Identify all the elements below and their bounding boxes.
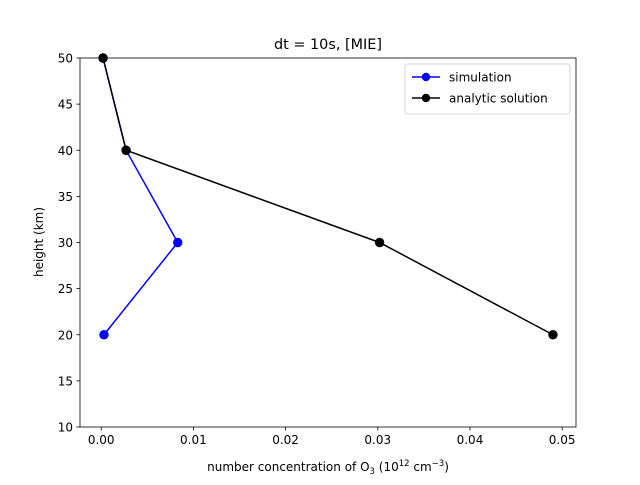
legend-label: simulation (449, 71, 512, 85)
x-axis-label-sub: 3 (370, 467, 375, 477)
y-tick-label: 25 (58, 282, 73, 296)
x-axis-label: number concentration of O3 (1012 cm−3) (207, 459, 449, 477)
x-axis-label-mid: (10 (375, 460, 399, 474)
y-tick-label: 30 (58, 236, 73, 250)
legend-marker (421, 93, 431, 103)
series-point-2 (548, 330, 558, 340)
series-point-1 (173, 237, 183, 248)
plot-area: 0.00 0.01 0.02 0.03 0.04 0.05 10 15 20 25 30 35 40 45… (58, 52, 577, 447)
series-point-2 (374, 237, 385, 248)
x-tick-label: 0.05 (549, 433, 576, 447)
series-point-2 (121, 145, 131, 155)
x-axis-label-prefix: number concentration of O (207, 460, 369, 474)
x-axis-label-sup1: 12 (399, 459, 410, 469)
x-tick-label: 0.03 (364, 433, 391, 447)
x-tick-label: 0.02 (272, 433, 299, 447)
x-axis-label-suffix: ) (444, 460, 449, 474)
x-axis-label-sup2: −3 (432, 459, 445, 469)
legend: simulation analytic solution (404, 63, 571, 115)
x-tick-label: 0.01 (180, 433, 207, 447)
x-tick-label: 0.04 (457, 433, 484, 447)
legend-frame (404, 63, 571, 115)
series-line-2 (102, 57, 554, 336)
x-tick-label: 0.00 (88, 433, 115, 447)
x-axis-label-mid2: cm (410, 460, 432, 474)
series-line-1 (102, 57, 179, 336)
chart-title: dt = 10s, [MIE] (274, 37, 382, 53)
y-tick-label: 15 (58, 374, 73, 388)
y-tick-label: 45 (58, 98, 73, 112)
series-point-2 (98, 53, 108, 63)
y-tick-label: 40 (58, 144, 73, 158)
y-tick-label: 50 (58, 52, 73, 66)
legend-marker (421, 72, 431, 82)
y-tick-label: 10 (58, 421, 73, 435)
y-tick-label: 35 (58, 190, 73, 204)
y-tick-label: 20 (58, 328, 73, 342)
y-axis-label: height (km) (32, 207, 46, 277)
series-point-1 (99, 330, 109, 340)
legend-label: analytic solution (449, 92, 548, 106)
